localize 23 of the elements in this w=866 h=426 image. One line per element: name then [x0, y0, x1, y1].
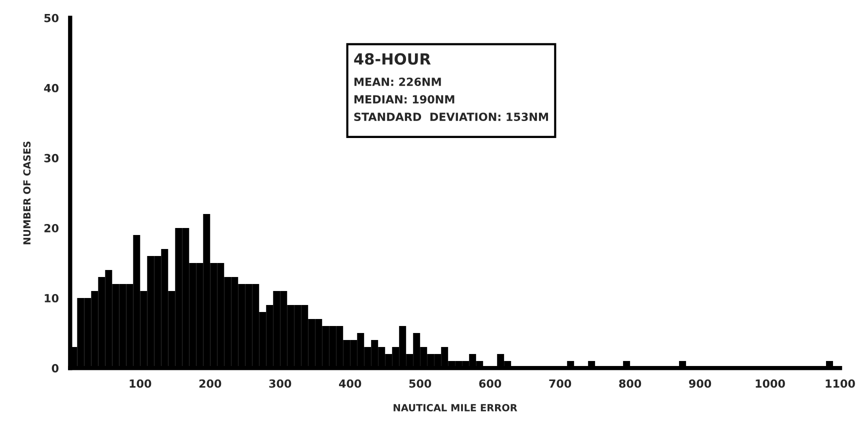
annotation: MEDIAN: 190NM — [354, 95, 454, 104]
y-tick-label: 20 — [44, 224, 59, 232]
y-axis-title: NUMBER OF CASES — [23, 142, 31, 244]
x-tick-label: 500 — [409, 379, 432, 388]
x-tick-label: 100 — [130, 379, 152, 388]
x-tick-label: 900 — [689, 379, 712, 388]
x-tick-label: 600 — [479, 379, 502, 388]
x-tick-label: 1100 — [826, 379, 855, 388]
x-tick-label: 800 — [619, 379, 642, 388]
x-tick-label: 200 — [199, 379, 222, 388]
annotation: 48-HOUR — [354, 53, 431, 65]
y-tick-label: 50 — [44, 14, 59, 22]
annotation: MEAN: 226NM — [354, 78, 441, 86]
y-tick-label: 30 — [44, 154, 59, 162]
x-tick-label: 1000 — [756, 379, 785, 388]
x-tick-label: 300 — [269, 379, 292, 388]
y-tick-label: 10 — [44, 294, 59, 302]
annotation: STANDARD DEVIATION: 153NM — [354, 112, 548, 122]
x-tick-label: 400 — [339, 379, 362, 388]
y-tick-label: 40 — [44, 84, 59, 92]
x-axis-title: NAUTICAL MILE ERROR — [394, 404, 518, 412]
x-tick-label: 700 — [549, 379, 572, 388]
y-tick-label: 0 — [52, 364, 59, 372]
